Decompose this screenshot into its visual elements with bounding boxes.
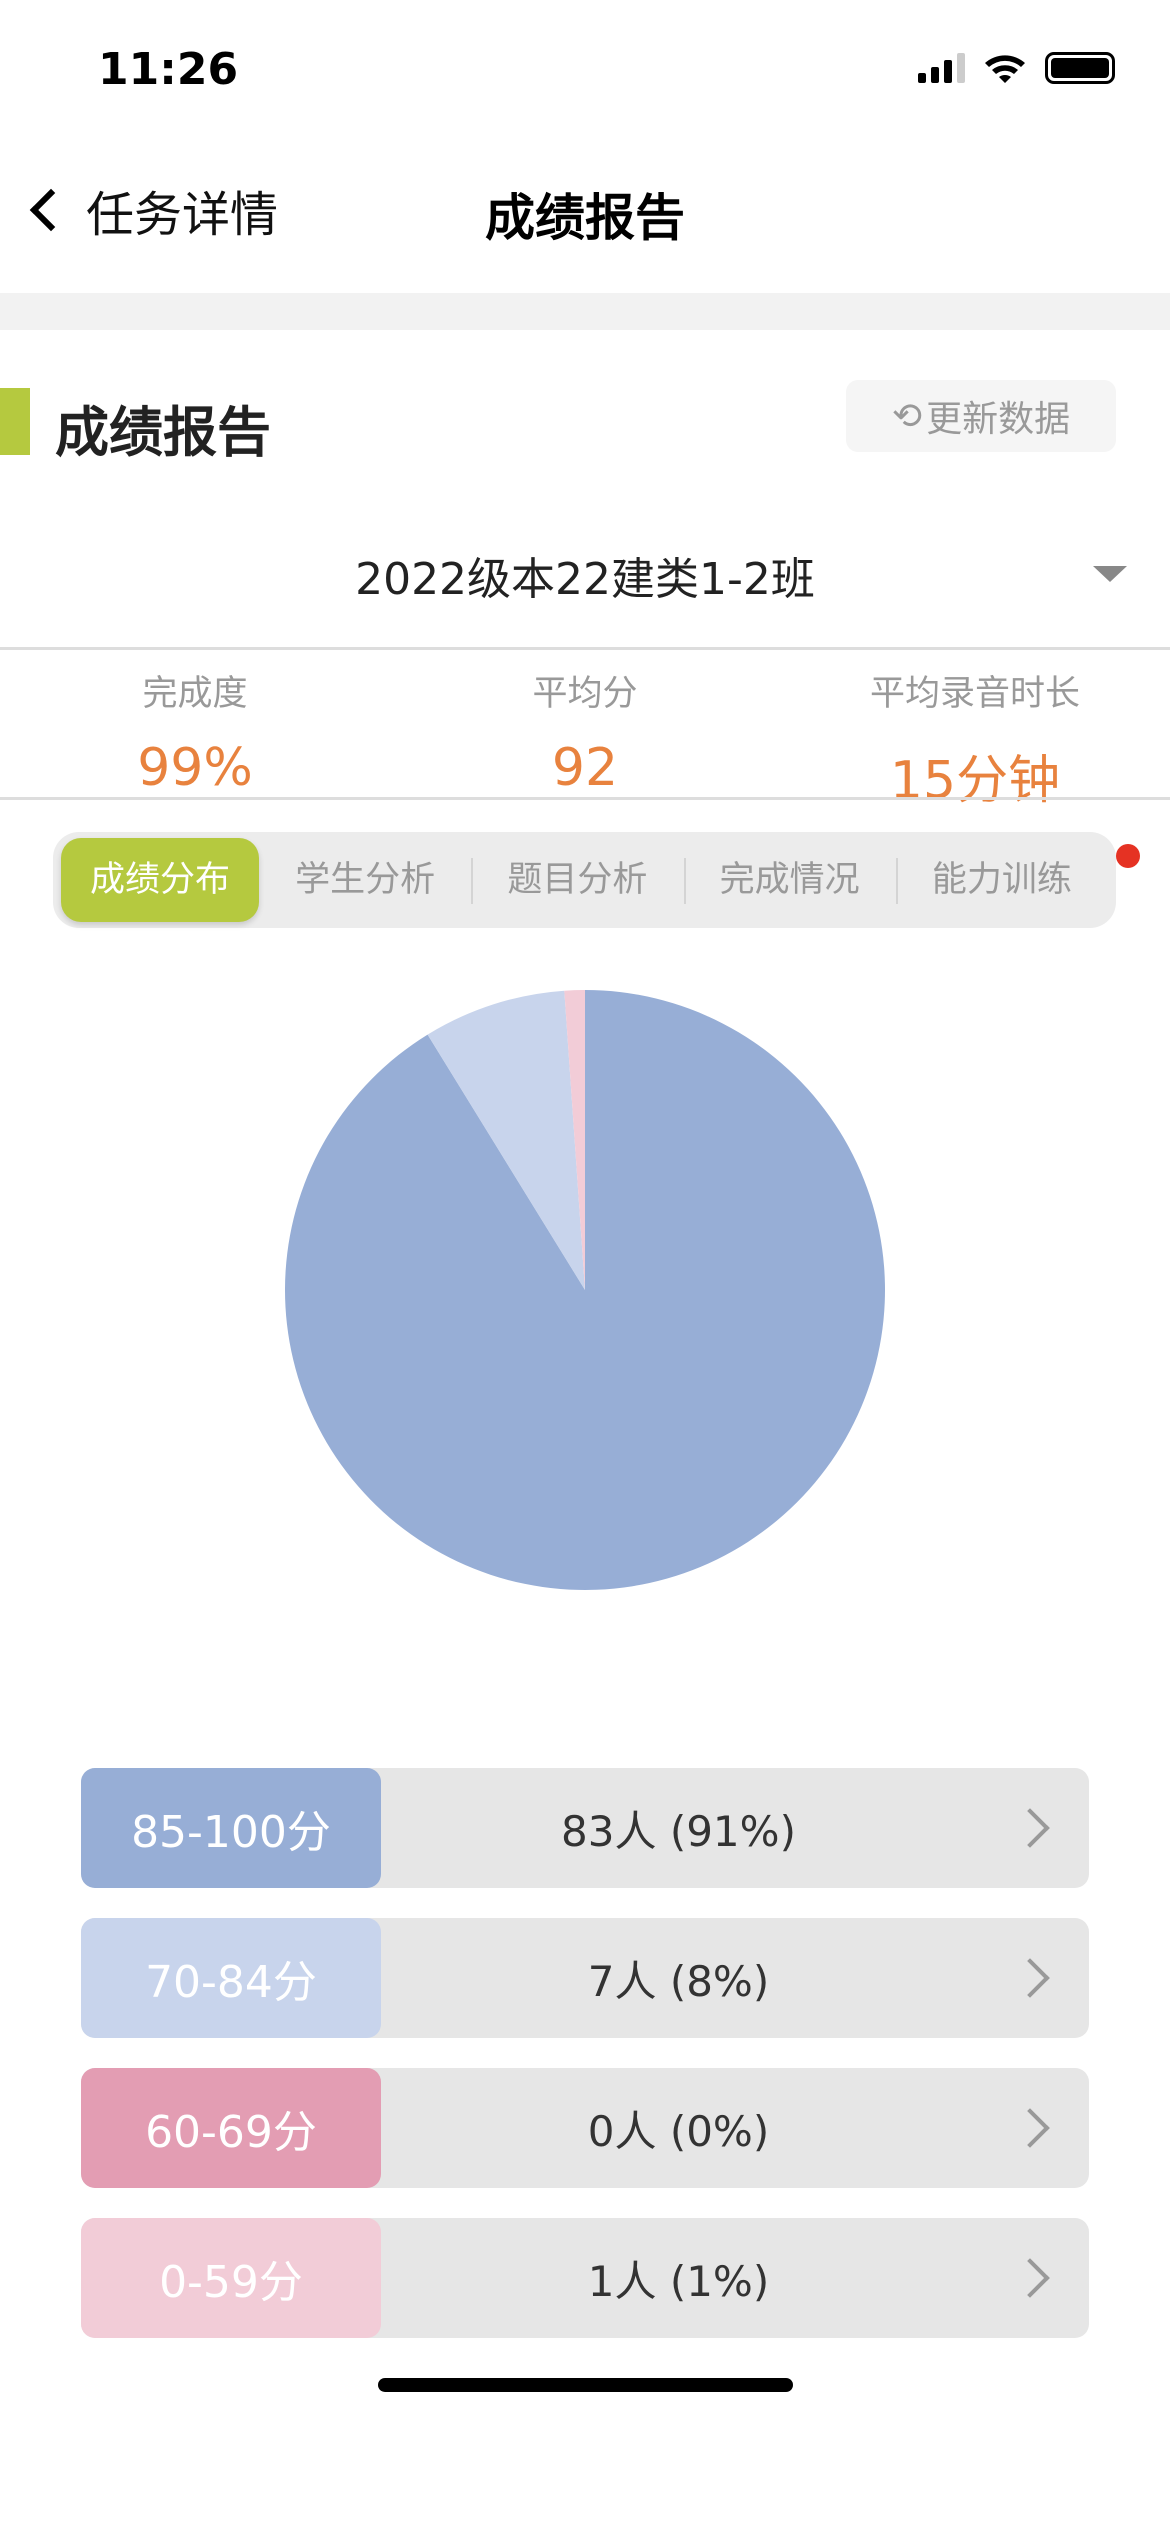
range-label: 85-100分 [81, 1768, 381, 1888]
range-count: 83人 (91%) [561, 1806, 796, 1856]
chevron-right-icon [1010, 1958, 1050, 1998]
stat-label: 平均分 [532, 674, 638, 714]
signal-icon [918, 53, 965, 83]
tab-question-analysis[interactable]: 题目分析 [471, 838, 683, 922]
stat-label: 平均录音时长 [869, 674, 1080, 714]
home-indicator [378, 2378, 793, 2392]
distribution-row[interactable]: 60-69分 0人 (0%) [81, 2068, 1089, 2188]
stat-value: 15分钟 [889, 751, 1061, 811]
section-title: 成绩报告 [55, 401, 271, 464]
battery-icon [1045, 52, 1115, 84]
stat-completion: 完成度 99% [0, 665, 390, 798]
status-icons [918, 52, 1115, 84]
class-selector[interactable]: 2022级本22建类1-2班 [355, 554, 815, 605]
stat-value: 92 [551, 738, 619, 798]
range-label: 60-69分 [81, 2068, 381, 2188]
refresh-data-button[interactable]: ⟲ 更新数据 [846, 380, 1116, 452]
stat-label: 完成度 [142, 674, 248, 714]
chevron-right-icon [1010, 2108, 1050, 2148]
divider-band [0, 293, 1170, 330]
tab-score-distribution[interactable]: 成绩分布 [61, 838, 259, 922]
pie-slice-70-84分 [427, 990, 585, 1290]
stat-average-recording: 平均录音时长 15分钟 [780, 665, 1170, 813]
stat-average-score: 平均分 92 [390, 665, 780, 798]
caret-down-icon[interactable] [1093, 566, 1127, 582]
tab-completion[interactable]: 完成情况 [683, 838, 896, 922]
range-label: 0-59分 [81, 2218, 381, 2338]
notification-dot [1116, 844, 1140, 868]
range-count: 1人 (1%) [587, 2256, 770, 2306]
wifi-icon [985, 55, 1025, 83]
range-count: 0人 (0%) [587, 2106, 770, 2156]
tab-student-analysis[interactable]: 学生分析 [295, 860, 436, 900]
divider [0, 647, 1170, 650]
distribution-row[interactable]: 85-100分 83人 (91%) [81, 1768, 1089, 1888]
chevron-right-icon [1010, 1808, 1050, 1848]
range-count: 7人 (8%) [587, 1956, 770, 2006]
distribution-row[interactable]: 70-84分 7人 (8%) [81, 1918, 1089, 2038]
chevron-right-icon [1010, 2258, 1050, 2298]
distribution-row[interactable]: 0-59分 1人 (1%) [81, 2218, 1089, 2338]
refresh-icon: ⟲ [891, 395, 923, 437]
back-label: 任务详情 [86, 187, 279, 243]
pie-slice-0-59分 [564, 990, 585, 1290]
section-accent-bar [0, 388, 30, 455]
page-title: 成绩报告 [485, 189, 685, 247]
tab-ability-training[interactable]: 能力训练 [895, 838, 1108, 922]
refresh-label: 更新数据 [926, 399, 1071, 440]
stat-value: 99% [137, 738, 253, 798]
back-button[interactable]: 任务详情 [22, 175, 278, 245]
tab-bar: 成绩分布 学生分析 题目分析 完成情况 能力训练 [53, 832, 1116, 928]
status-time: 11:26 [98, 44, 239, 95]
divider [0, 797, 1170, 800]
score-pie-chart [285, 990, 885, 1590]
range-label: 70-84分 [81, 1918, 381, 2038]
